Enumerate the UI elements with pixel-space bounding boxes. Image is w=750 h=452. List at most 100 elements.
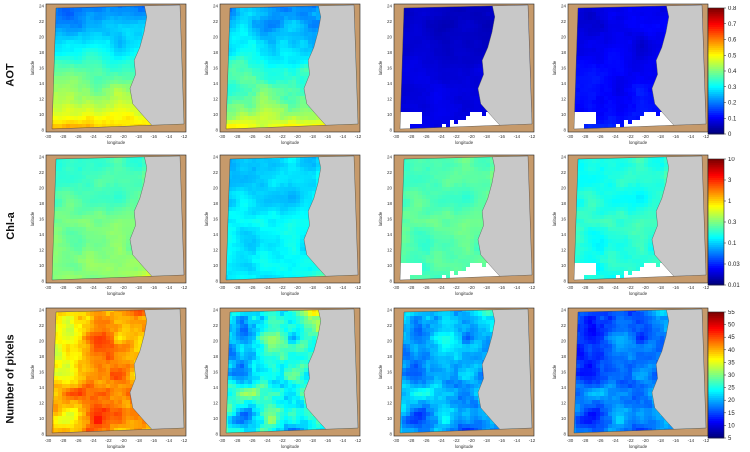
y-tick-label: 10 xyxy=(387,263,393,268)
x-tick-label: -14 xyxy=(514,134,521,139)
x-tick-label: -22 xyxy=(627,285,634,290)
colorbar-tick-label: 5 xyxy=(728,436,732,442)
y-tick-label: 12 xyxy=(213,97,219,102)
colorbar-tick-label: 10 xyxy=(728,423,735,429)
x-tick-label: -18 xyxy=(309,438,316,443)
x-tick-label: -30 xyxy=(567,134,574,139)
colorbar-tick-label: 0.01 xyxy=(728,283,740,289)
x-tick-label: -18 xyxy=(135,134,142,139)
x-tick-label: -20 xyxy=(468,285,475,290)
y-tick-label: 10 xyxy=(213,416,219,421)
x-tick-label: -16 xyxy=(673,438,680,443)
colorbar-tick-label: 0.8 xyxy=(728,6,737,12)
y-tick-label: 18 xyxy=(213,354,219,359)
y-tick-label: 20 xyxy=(387,339,393,344)
y-tick-label: 8 xyxy=(215,128,218,133)
data-field xyxy=(568,155,708,283)
map-svg: 24222018161412108-30-28-26-24-22-20-18-1… xyxy=(376,153,541,299)
y-tick-label: 14 xyxy=(561,385,567,390)
y-tick-label: 24 xyxy=(387,4,393,9)
x-tick-label: -18 xyxy=(135,438,142,443)
y-axis-label: latitude xyxy=(204,211,209,226)
x-tick-label: -22 xyxy=(105,438,112,443)
map-svg: 24222018161412108-30-28-26-24-22-20-18-1… xyxy=(202,153,367,299)
x-tick-label: -30 xyxy=(219,285,226,290)
x-tick-label: -18 xyxy=(483,285,490,290)
y-tick-label: 8 xyxy=(41,128,44,133)
y-tick-label: 22 xyxy=(39,170,45,175)
x-tick-label: -28 xyxy=(582,285,589,290)
x-tick-label: -18 xyxy=(657,285,664,290)
x-tick-label: -26 xyxy=(597,438,604,443)
x-tick-label: -16 xyxy=(499,134,506,139)
data-field xyxy=(568,4,708,132)
x-tick-label: -22 xyxy=(279,285,286,290)
x-tick-label: -20 xyxy=(642,438,649,443)
y-tick-label: 16 xyxy=(213,66,219,71)
x-tick-label: -20 xyxy=(468,134,475,139)
x-tick-label: -18 xyxy=(657,134,664,139)
y-tick-label: 16 xyxy=(213,370,219,375)
y-tick-label: 20 xyxy=(39,186,45,191)
y-tick-label: 12 xyxy=(561,401,567,406)
x-tick-label: -14 xyxy=(166,134,173,139)
y-axis-label: latitude xyxy=(30,60,35,75)
y-tick-label: 14 xyxy=(561,81,567,86)
x-tick-label: -30 xyxy=(393,285,400,290)
x-tick-label: -18 xyxy=(135,285,142,290)
colorbar-tick-label: 0.4 xyxy=(728,69,737,75)
x-tick-label: -30 xyxy=(219,438,226,443)
y-tick-label: 20 xyxy=(561,35,567,40)
colorbar-tick-label: 0.03 xyxy=(728,262,740,268)
y-tick-label: 24 xyxy=(561,155,567,160)
colorbar-tick-label: 40 xyxy=(728,348,735,354)
y-tick-label: 24 xyxy=(39,155,45,160)
y-tick-label: 10 xyxy=(39,416,45,421)
y-tick-label: 8 xyxy=(563,128,566,133)
x-tick-label: -12 xyxy=(181,134,188,139)
data-field xyxy=(46,4,186,132)
map-svg: 24222018161412108-30-28-26-24-22-20-18-1… xyxy=(28,2,193,148)
y-tick-label: 22 xyxy=(39,323,45,328)
y-tick-label: 16 xyxy=(561,217,567,222)
x-tick-label: -24 xyxy=(264,438,271,443)
y-tick-label: 24 xyxy=(39,4,45,9)
map-svg: 24222018161412108-30-28-26-24-22-20-18-1… xyxy=(376,306,541,452)
y-tick-label: 10 xyxy=(387,112,393,117)
y-axis-label: latitude xyxy=(552,211,557,226)
x-tick-label: -20 xyxy=(120,285,127,290)
y-tick-label: 12 xyxy=(39,248,45,253)
map-svg: 24222018161412108-30-28-26-24-22-20-18-1… xyxy=(550,306,715,452)
colorbar-tick-label: 0.3 xyxy=(728,85,737,91)
data-field xyxy=(46,308,186,436)
x-tick-label: -16 xyxy=(151,285,158,290)
y-tick-label: 16 xyxy=(39,217,45,222)
y-tick-label: 14 xyxy=(213,81,219,86)
x-tick-label: -12 xyxy=(355,438,362,443)
x-tick-label: -18 xyxy=(309,134,316,139)
x-tick-label: -26 xyxy=(597,134,604,139)
x-axis-label: longitude xyxy=(629,291,648,296)
y-tick-label: 8 xyxy=(563,279,566,284)
x-tick-label: -24 xyxy=(264,285,271,290)
y-tick-label: 10 xyxy=(561,263,567,268)
y-tick-label: 8 xyxy=(41,432,44,437)
x-tick-label: -26 xyxy=(249,438,256,443)
x-tick-label: -26 xyxy=(597,285,604,290)
colorbar-tick-label: 10 xyxy=(728,157,735,163)
x-tick-label: -12 xyxy=(529,438,536,443)
x-tick-label: -22 xyxy=(279,134,286,139)
y-tick-label: 14 xyxy=(387,385,393,390)
y-tick-label: 12 xyxy=(213,248,219,253)
y-tick-label: 10 xyxy=(561,112,567,117)
colorbar-tick-label: 55 xyxy=(728,310,735,316)
x-tick-label: -30 xyxy=(567,438,574,443)
x-tick-label: -22 xyxy=(453,134,460,139)
colorbar-tick-label: 50 xyxy=(728,323,735,329)
x-tick-label: -28 xyxy=(60,134,67,139)
x-tick-label: -28 xyxy=(408,285,415,290)
y-tick-label: 18 xyxy=(561,201,567,206)
